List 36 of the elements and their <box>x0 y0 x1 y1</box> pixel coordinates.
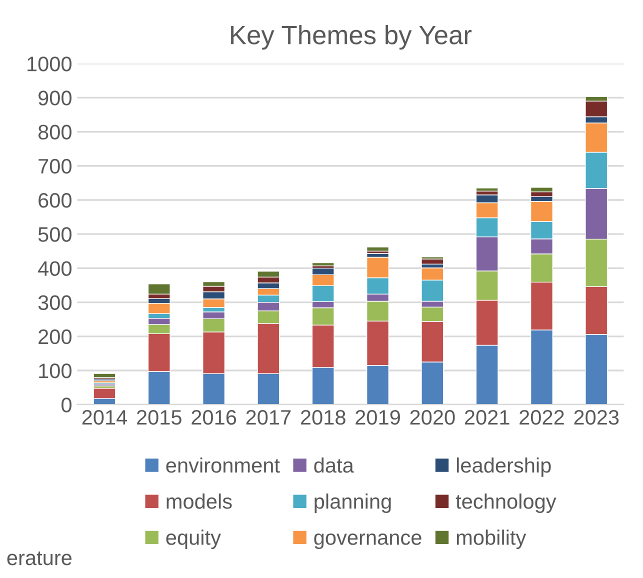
y-tick-label: 500 <box>38 227 72 242</box>
y-tick-label: 200 <box>38 329 72 344</box>
x-tick-label: 2023 <box>574 410 619 425</box>
chart-title: Key Themes by Year <box>231 25 472 50</box>
x-tick-label: 2018 <box>300 410 346 425</box>
x-tick-label: 2019 <box>356 410 400 425</box>
x-tick-label: 2014 <box>82 410 128 425</box>
x-tick-label: 2021 <box>464 410 510 425</box>
x-tick-label: 2015 <box>137 410 182 425</box>
legend-label: data <box>314 457 354 473</box>
bar <box>476 188 498 192</box>
legend-label: environment <box>166 457 280 473</box>
bar <box>366 246 390 252</box>
legend-label: technology <box>456 494 556 513</box>
y-tick-label: 600 <box>38 192 72 208</box>
legend-label: leadership <box>456 457 551 477</box>
legend-label: mobility <box>456 530 526 550</box>
text: erature <box>7 552 72 566</box>
legend-label: planning <box>314 494 391 513</box>
legend-label: models <box>166 494 232 509</box>
legend-label: equity <box>166 530 221 550</box>
y-tick-label: 100 <box>39 364 72 378</box>
y-tick-label: 900 <box>38 90 72 106</box>
y-tick-label: 0 <box>62 398 72 412</box>
y-tick-label: 300 <box>38 295 72 310</box>
y-tick-label: 1000 <box>28 56 72 72</box>
bar <box>312 262 334 266</box>
x-tick-label: 2016 <box>192 410 236 425</box>
legend-label: governance <box>314 534 422 550</box>
y-tick-label: 700 <box>38 158 72 174</box>
y-tick-label: 400 <box>38 261 72 276</box>
x-tick-label: 2022 <box>520 410 564 425</box>
bar <box>93 373 116 378</box>
x-tick-label: 2017 <box>246 410 291 425</box>
y-tick-label: 800 <box>38 124 72 140</box>
x-tick-label: 2020 <box>410 410 455 425</box>
